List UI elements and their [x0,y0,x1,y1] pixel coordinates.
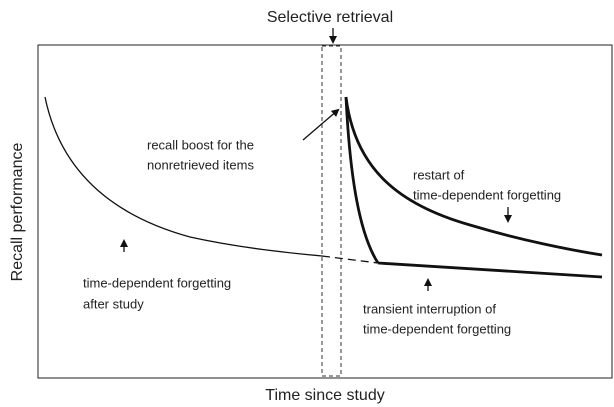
baseline-extension [321,255,379,264]
annotation-line: recall boost for the [147,137,254,152]
drop-curve [344,96,380,264]
arrow [302,108,340,141]
annotation-line: time-dependent forgetting [363,321,511,336]
annotation-line: time-dependent forgetting [413,187,561,202]
interrupted-curve [377,261,603,279]
y-axis-label: Recall performance [9,143,26,282]
restart-curve [344,96,603,257]
retrieval-window [321,45,342,377]
baseline-curve [44,96,323,257]
annotation-line: time-dependent forgetting [83,275,231,290]
title: Selective retrieval [267,9,393,26]
annotation-line: transient interruption of [363,301,496,316]
annotation-line: restart of [413,167,465,182]
frame [37,44,613,379]
annotation-line: nonretrieved items [147,157,254,172]
annotation-line: after study [83,296,144,311]
x-axis-label: Time since study [265,387,384,404]
